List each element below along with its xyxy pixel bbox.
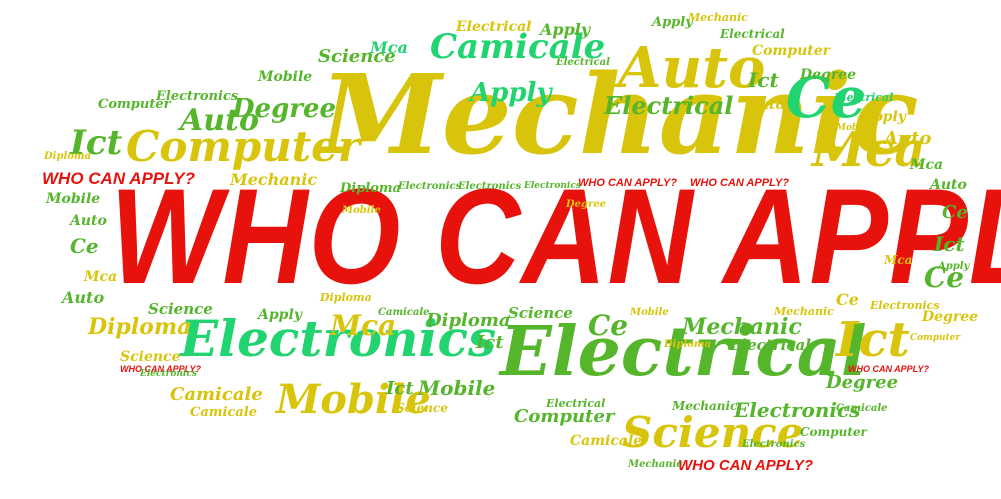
word-electronics-tiny-4: Electronics: [458, 181, 522, 192]
word-camicale-medium: Camicale: [170, 384, 263, 405]
word-degree-medium: Degree: [826, 372, 899, 393]
word-who-can-apply-small-4: WHO CAN APPLY?: [120, 364, 201, 374]
word-mechanic-tiny-3: Mechanic: [230, 170, 318, 189]
word-mca-medium: Mca: [330, 309, 397, 342]
word-auto-large: Auto: [618, 35, 766, 101]
word-computer-tiny-3: Computer: [910, 333, 961, 343]
word-science-tiny-4: Science: [120, 349, 181, 365]
word-electrical-tiny-1: Electrical: [456, 19, 532, 35]
word-apply-tiny-3: Apply: [862, 109, 906, 125]
word-mobile-tiny-2: Mobile: [836, 123, 871, 133]
word-ce-medium-2: Ce: [924, 261, 965, 294]
word-camicale-large: Camicale: [430, 27, 606, 67]
word-computer-large: Computer: [126, 122, 361, 171]
word-camicale-tiny-1: Camicale: [378, 307, 430, 318]
word-ce-large: Ce: [786, 65, 867, 131]
word-apply-tiny-4: Apply: [938, 261, 970, 272]
word-ce-tiny-1: Ce: [942, 202, 968, 223]
word-electrical-tiny-4: Electrical: [834, 91, 894, 104]
word-camicale-tiny-2: Camicale: [190, 405, 258, 420]
word-mechanic-tiny-5: Mechanic: [628, 459, 683, 470]
word-who-can-apply-large: WHO CAN APPLY?: [110, 161, 1001, 313]
word-apply-tiny-2: Apply: [652, 15, 693, 30]
word-degree-tiny-2: Degree: [922, 309, 979, 325]
word-electrical-large: Electrical: [500, 312, 867, 392]
word-mechanic-tiny-4: Mechanic: [672, 399, 738, 413]
word-mobile-tiny-5: Mobile: [630, 307, 669, 318]
word-electrical-tiny-3: Electrical: [556, 57, 610, 68]
word-electrical-tiny-5: Electrical: [730, 336, 811, 354]
word-electronics-tiny-1: Electronics: [156, 89, 239, 104]
word-mobile-medium: Mobile: [418, 376, 496, 400]
word-ict-small-4: Ict: [934, 232, 965, 256]
word-ict-large: Ict: [836, 312, 910, 368]
word-mobile-tiny-4: Mobile: [342, 205, 381, 216]
word-mca-tiny-1: Mca: [370, 38, 408, 57]
word-electronics-tiny-6: Electronics: [140, 369, 197, 379]
word-ict-medium: Ict: [70, 123, 123, 163]
word-auto-tiny-2: Auto: [748, 97, 785, 113]
word-camicale-tiny-3: Camicale: [836, 403, 888, 414]
word-mca-tiny-3: Mca: [884, 253, 913, 267]
word-computer-tiny-2: Computer: [98, 97, 171, 112]
word-mca-tiny-4: Mca: [84, 269, 118, 285]
word-who-can-apply-small-3: WHO CAN APPLY?: [690, 177, 789, 189]
word-electronics-tiny-2: Electronics: [870, 299, 940, 312]
word-computer-medium: Computer: [514, 406, 615, 427]
word-degree-tiny-1: Degree: [800, 67, 857, 83]
word-computer-tiny-1: Computer: [752, 43, 831, 59]
word-electronics-tiny-5: Electronics: [524, 181, 581, 191]
word-electrical-medium: Electrical: [604, 91, 734, 120]
word-electrical-tiny-6: Electrical: [546, 397, 606, 410]
word-apply-large: Apply: [470, 78, 552, 108]
word-electronics-tiny-3: Electronics: [398, 181, 462, 192]
word-auto-medium: Auto: [180, 103, 259, 138]
word-mechanic-tiny-2: Mechanic: [774, 305, 834, 318]
word-auto-tiny-4: Auto: [70, 213, 107, 229]
word-auto-tiny-3: Auto: [930, 177, 967, 193]
word-computer-tiny-4: Computer: [800, 425, 867, 439]
word-who-can-apply-small-1: WHO CAN APPLY?: [42, 169, 195, 188]
word-ict-small-3: Ict: [748, 68, 779, 92]
word-ce-tiny-2: Ce: [836, 290, 859, 309]
word-degree-tiny-3: Degree: [566, 199, 607, 210]
word-electronics-medium: Electronics: [734, 398, 861, 422]
word-electronics-tiny-7: Electronics: [742, 439, 806, 450]
word-science-tiny-1: Science: [318, 46, 396, 67]
word-ict-small-2: Ict: [476, 332, 504, 353]
word-diploma-tiny-3: Diploma: [320, 291, 372, 304]
word-mechanic-tiny-1: Mechanic: [688, 11, 748, 24]
word-mobile-tiny-3: Mobile: [46, 191, 101, 207]
word-diploma-tiny-1: Diploma: [44, 151, 91, 162]
word-apply-tiny-1: Apply: [540, 20, 591, 39]
word-degree-large: Degree: [232, 94, 337, 124]
word-science-tiny-2: Science: [148, 300, 213, 318]
word-ce-tiny-3: Ce: [70, 234, 99, 258]
word-electronics-large: Electronics: [180, 309, 497, 368]
word-science-tiny-5: Science: [396, 401, 448, 415]
word-mobile-tiny-1: Mobile: [258, 69, 313, 85]
word-diploma-tiny-2: Diploma: [340, 181, 402, 196]
word-camicale-tiny-4: Camicale: [570, 433, 643, 449]
word-mechanic-large: Mechanic: [320, 50, 919, 179]
word-mca-large: Mca: [812, 122, 926, 178]
word-apply-tiny-5: Apply: [258, 307, 302, 323]
word-science-tiny-3: Science: [508, 304, 573, 322]
word-diploma-tiny-5: Diploma: [664, 339, 711, 350]
word-who-can-apply-small-2: WHO CAN APPLY?: [578, 177, 677, 189]
word-science-large: Science: [622, 408, 804, 457]
word-ict-small-1: Ict: [386, 378, 414, 399]
word-mechanic-medium: Mechanic: [682, 314, 802, 340]
word-who-can-apply-small-6: WHO CAN APPLY?: [678, 457, 813, 474]
word-ce-medium: Ce: [588, 309, 629, 342]
word-auto-tiny-5: Auto: [62, 288, 105, 307]
word-diploma-medium: Diploma: [88, 314, 192, 340]
word-diploma-tiny-4: Diploma: [426, 310, 511, 331]
word-auto-tiny-1: Auto: [884, 128, 932, 149]
word-mca-tiny-2: Mca: [910, 157, 944, 173]
word-electrical-tiny-2: Electrical: [720, 27, 785, 41]
word-mobile-large: Mobile: [276, 376, 431, 423]
word-who-can-apply-small-5: WHO CAN APPLY?: [848, 364, 929, 374]
